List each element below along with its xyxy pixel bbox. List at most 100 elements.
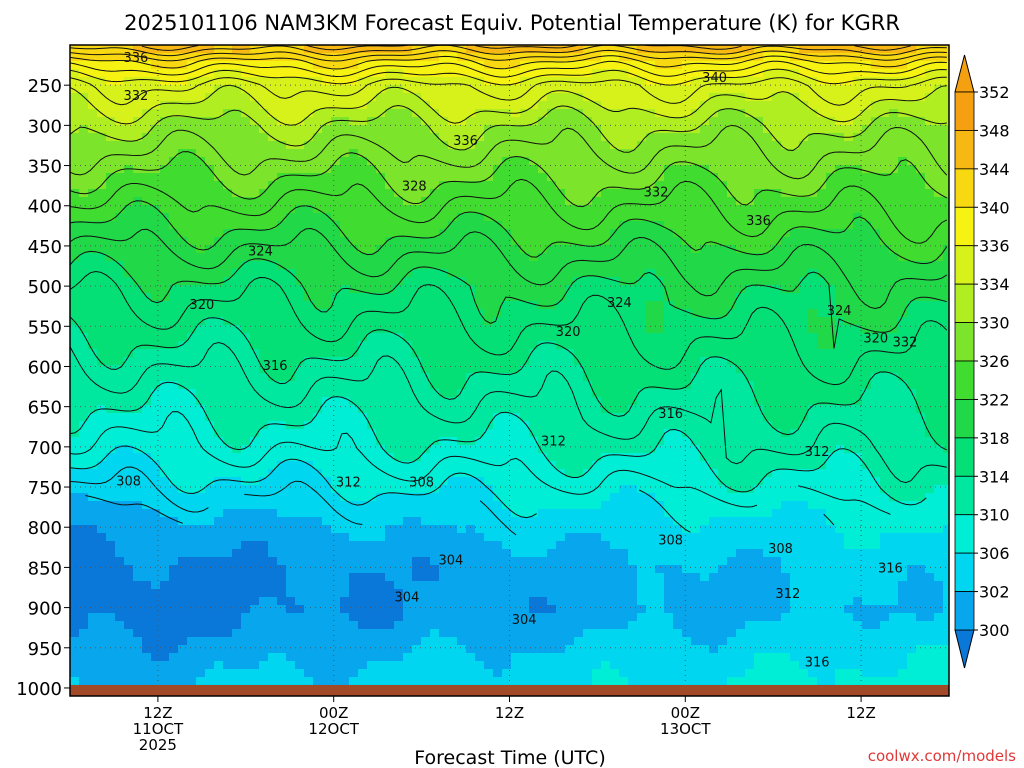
heat-cell — [475, 549, 485, 558]
heat-cell — [547, 301, 557, 310]
heat-cell — [169, 669, 179, 678]
heat-cell — [313, 197, 323, 206]
heat-cell — [448, 213, 458, 222]
heat-cell — [313, 317, 323, 326]
heat-cell — [466, 501, 476, 510]
heat-cell — [376, 317, 386, 326]
heat-cell — [160, 589, 170, 598]
heat-cell — [466, 405, 476, 414]
heat-cell — [412, 205, 422, 214]
heat-cell — [277, 141, 287, 150]
heat-cell — [241, 301, 251, 310]
heat-cell — [529, 157, 539, 166]
heat-cell — [538, 565, 548, 574]
heat-cell — [484, 101, 494, 110]
heat-cell — [295, 549, 305, 558]
heat-cell — [295, 325, 305, 334]
heat-cell — [223, 77, 233, 86]
heat-cell — [322, 613, 332, 622]
heat-cell — [412, 261, 422, 270]
heat-cell — [547, 85, 557, 94]
heat-cell — [268, 149, 278, 158]
heat-cell — [241, 477, 251, 486]
heat-cell — [295, 413, 305, 422]
heat-cell — [547, 445, 557, 454]
heat-cell — [565, 149, 575, 158]
heat-cell — [394, 333, 404, 342]
heat-cell — [475, 533, 485, 542]
heat-cell — [259, 645, 269, 654]
heat-cell — [484, 53, 494, 62]
heat-cell — [331, 429, 341, 438]
heat-cell — [403, 285, 413, 294]
heat-cell — [124, 501, 134, 510]
heat-cell — [277, 269, 287, 278]
heat-cell — [556, 117, 566, 126]
heat-cell — [88, 645, 98, 654]
heat-cell — [457, 677, 467, 686]
heat-cell — [466, 253, 476, 262]
heat-cell — [493, 541, 503, 550]
heat-cell — [556, 205, 566, 214]
heat-cell — [268, 53, 278, 62]
heat-cell — [268, 525, 278, 534]
heat-cell — [511, 621, 521, 630]
heat-cell — [142, 141, 152, 150]
heat-cell — [547, 565, 557, 574]
heat-cell — [124, 141, 134, 150]
heat-cell — [439, 573, 449, 582]
heat-cell — [259, 77, 269, 86]
heat-cell — [322, 453, 332, 462]
heat-cell — [115, 229, 125, 238]
heat-cell — [592, 197, 602, 206]
heat-cell — [538, 597, 548, 606]
heat-cell — [214, 597, 224, 606]
heat-cell — [196, 613, 206, 622]
heat-cell — [187, 365, 197, 374]
heat-cell — [484, 637, 494, 646]
heat-cell — [286, 285, 296, 294]
heat-cell — [115, 101, 125, 110]
heat-cell — [520, 109, 530, 118]
heat-cell — [439, 429, 449, 438]
heat-cell — [376, 45, 386, 54]
heat-cell — [106, 197, 116, 206]
heat-cell — [331, 421, 341, 430]
heat-cell — [106, 141, 116, 150]
heat-cell — [322, 405, 332, 414]
heat-cell — [529, 325, 539, 334]
heat-cell — [529, 637, 539, 646]
heat-cell — [133, 213, 143, 222]
heat-cell — [403, 85, 413, 94]
heat-cell — [430, 189, 440, 198]
heat-cell — [574, 621, 584, 630]
heat-cell — [583, 325, 593, 334]
heat-cell — [79, 541, 89, 550]
heat-cell — [394, 245, 404, 254]
heat-cell — [457, 237, 467, 246]
heat-cell — [286, 117, 296, 126]
heat-cell — [520, 405, 530, 414]
heat-cell — [187, 341, 197, 350]
heat-cell — [214, 325, 224, 334]
heat-cell — [466, 669, 476, 678]
heat-cell — [385, 125, 395, 134]
heat-cell — [97, 333, 107, 342]
heat-cell — [367, 181, 377, 190]
heat-cell — [466, 381, 476, 390]
heat-cell — [457, 533, 467, 542]
heat-cell — [79, 173, 89, 182]
heat-cell — [133, 205, 143, 214]
heat-cell — [277, 101, 287, 110]
heat-cell — [106, 421, 116, 430]
heat-cell — [295, 461, 305, 470]
heat-cell — [169, 141, 179, 150]
heat-cell — [322, 309, 332, 318]
heat-cell — [187, 181, 197, 190]
heat-cell — [250, 517, 260, 526]
heat-cell — [430, 669, 440, 678]
heat-cell — [160, 485, 170, 494]
heat-cell — [484, 613, 494, 622]
heat-cell — [124, 469, 134, 478]
heat-cell — [178, 589, 188, 598]
